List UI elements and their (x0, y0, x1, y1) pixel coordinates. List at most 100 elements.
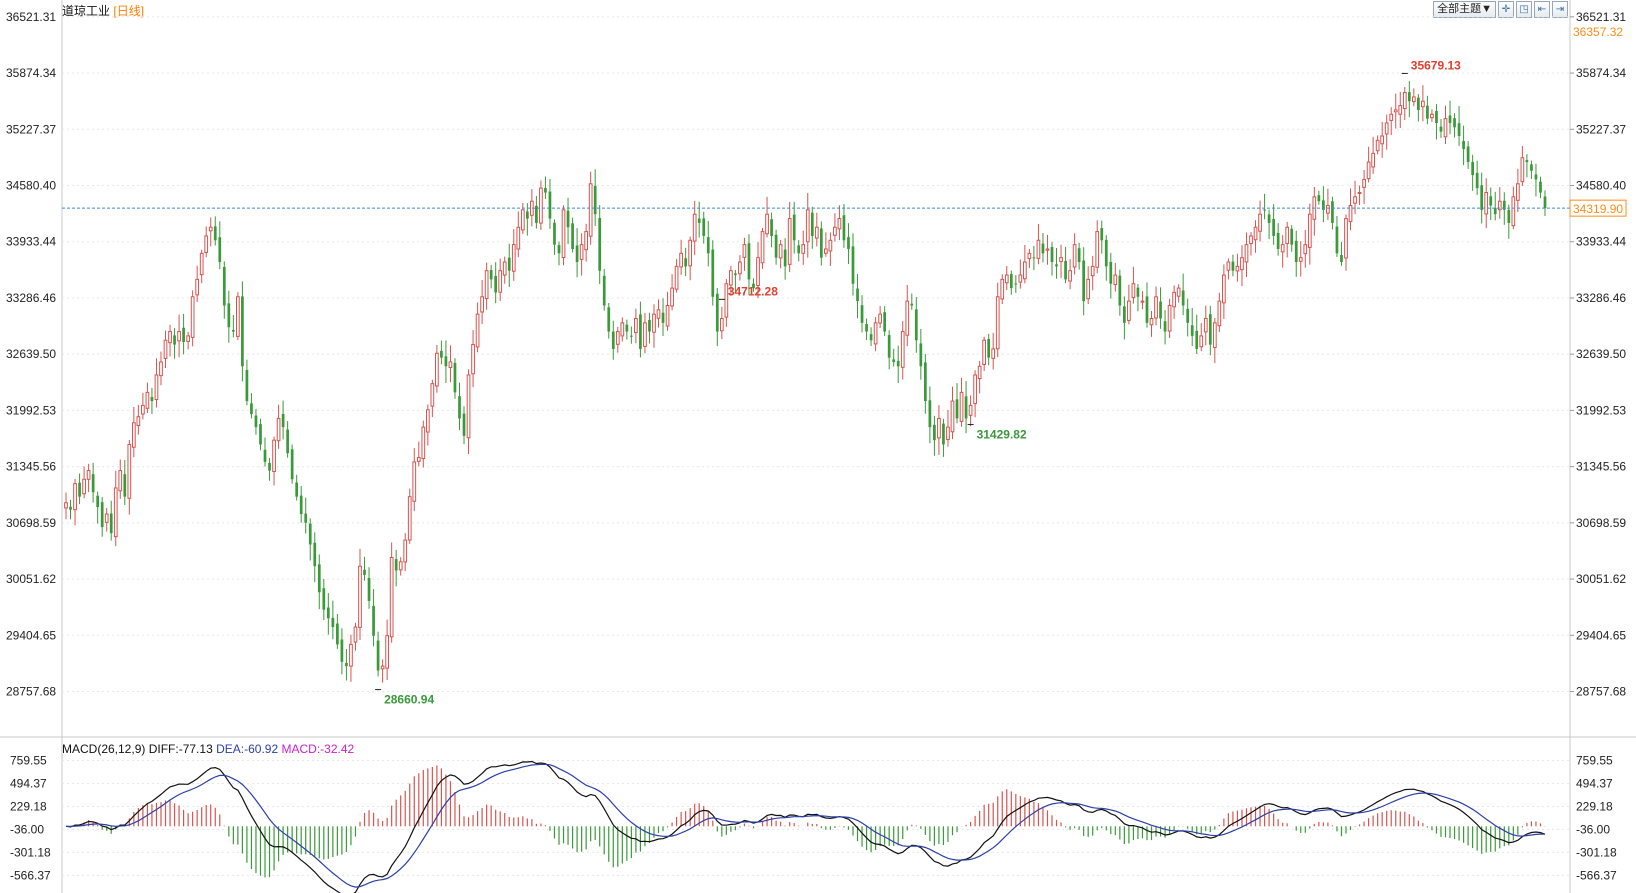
current-price-text: 34319.90 (1573, 202, 1623, 216)
candle-body-down (1263, 209, 1266, 211)
candle-body-down (363, 569, 366, 575)
candle-body-up (1280, 244, 1285, 253)
candle-body-up (136, 416, 141, 427)
collapse-icon[interactable]: ⇤ (1534, 1, 1550, 18)
price-tick-label-right: 35227.37 (1576, 122, 1626, 136)
candle-body-up (118, 470, 123, 492)
candle-body-down (227, 303, 231, 328)
candle-body-up (539, 187, 543, 224)
candle-body-up (480, 296, 484, 313)
candle-body-down (444, 356, 448, 367)
candle-body-down (241, 296, 244, 367)
candle-body-up (828, 239, 833, 252)
candle-body-up (1344, 218, 1348, 259)
restore-icon[interactable]: ◳ (1516, 1, 1532, 18)
theme-dropdown-button[interactable]: 全部主题▼ (1433, 1, 1496, 18)
candle-body-down (548, 191, 552, 219)
candle-body-down (295, 482, 299, 497)
candle-body-down (571, 223, 574, 249)
price-tick-label-left: 28757.68 (6, 685, 56, 699)
close-panel-icon[interactable]: ⇥ (1552, 1, 1568, 18)
price-tick-label-right: 28757.68 (1576, 685, 1626, 699)
candle-body-down (1471, 161, 1474, 176)
candle-body-down (1493, 207, 1497, 215)
candle-body-down (1109, 261, 1113, 284)
crosshair-icon[interactable]: ✛ (1498, 1, 1514, 18)
candle-body-up (1212, 322, 1217, 348)
candle-body-down (394, 559, 398, 571)
candle-body-down (290, 449, 294, 480)
candle-body-down (625, 324, 629, 332)
price-tick-label-left: 35874.34 (6, 66, 56, 80)
candle-body-up (475, 313, 480, 348)
candle-body-up (729, 270, 733, 286)
macd-tick-label-right: -36.00 (1576, 822, 1610, 836)
candle-body-down (1181, 290, 1185, 306)
candle-body-down (317, 564, 321, 593)
candle-body-up (1068, 270, 1072, 282)
candle-body-down (842, 215, 846, 241)
candle-body-up (1018, 274, 1023, 283)
candle-body-down (684, 258, 687, 267)
candle-body-down (1145, 296, 1149, 323)
candle-body-down (630, 335, 633, 337)
candle-body-up (900, 331, 905, 368)
candle-body-up (634, 318, 638, 334)
candle-body-down (1290, 228, 1294, 245)
candle-body-up (615, 331, 620, 345)
candle-body-down (1208, 314, 1212, 345)
candle-body-down (507, 257, 511, 271)
candle-body-up (973, 374, 977, 405)
price-tick-label-left: 30051.62 (6, 572, 56, 586)
period-label[interactable]: [日线] (113, 4, 145, 18)
candle-body-up (765, 213, 769, 235)
price-tick-label-left: 31992.53 (6, 403, 56, 417)
candle-body-down (1448, 115, 1452, 123)
candle-body-down (987, 338, 991, 358)
candle-body-down (1082, 260, 1086, 302)
candle-body-down (1407, 92, 1411, 102)
candle-body-up (1131, 283, 1136, 299)
candle-body-down (1507, 209, 1511, 223)
candle-body-down (1417, 97, 1420, 110)
candle-body-up (127, 444, 132, 499)
macd-tick-label-left: 759.55 (10, 754, 47, 768)
candle-body-up (380, 665, 385, 670)
candle-body-down (910, 303, 914, 306)
candle-body-down (639, 314, 642, 349)
candle-body-down (535, 205, 538, 223)
candle-body-down (1267, 214, 1271, 223)
candle-body-up (873, 322, 878, 345)
candle-body-up (484, 270, 489, 300)
candle-body-down (1502, 200, 1506, 210)
candle-body-down (752, 283, 755, 289)
candle-body-up (1027, 252, 1032, 260)
candle-body-down (1331, 201, 1334, 223)
candle-body-up (236, 296, 240, 337)
price-tick-label-left: 31345.56 (6, 460, 56, 474)
candle-body-down (340, 639, 344, 662)
candle-body-up (154, 374, 159, 401)
candle-body-up (502, 261, 507, 276)
candle-body-down (231, 330, 235, 332)
candle-body-down (1439, 126, 1443, 132)
candle-body-up (787, 218, 792, 265)
candle-body-down (259, 424, 262, 445)
candle-body-down (1104, 239, 1108, 267)
candle-body-up (1226, 261, 1231, 271)
top-tag-text: 36357.32 (1573, 25, 1623, 39)
candle-body-down (955, 399, 959, 419)
candle-body-up (1511, 196, 1516, 227)
candle-body-down (462, 413, 466, 436)
macd-tick-label-left: -301.18 (10, 845, 51, 859)
candle-body-up (946, 426, 950, 441)
candle-body-up (588, 183, 593, 237)
candle-body-down (544, 187, 547, 193)
high-annotation-2: 35679.13 (1411, 58, 1461, 72)
candle-body-down (1453, 118, 1456, 128)
candle-body-up (425, 409, 430, 433)
candle-body-down (1475, 172, 1479, 189)
candle-body-up (692, 213, 697, 242)
candle-body-down (1534, 174, 1538, 180)
